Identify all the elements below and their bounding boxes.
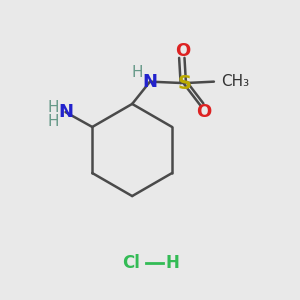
Text: H: H [132,64,143,80]
Text: N: N [142,73,158,91]
Text: H: H [47,113,59,128]
Text: H: H [165,254,179,272]
Text: N: N [58,103,73,121]
Text: Cl: Cl [122,254,140,272]
Text: H: H [47,100,59,115]
Text: O: O [196,103,211,121]
Text: O: O [175,42,190,60]
Text: S: S [177,74,191,93]
Text: CH₃: CH₃ [221,74,250,89]
